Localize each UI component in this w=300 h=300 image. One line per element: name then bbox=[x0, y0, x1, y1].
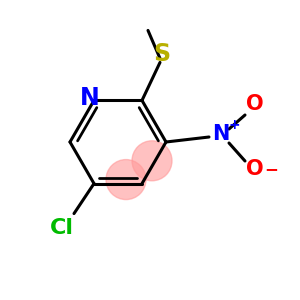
Circle shape bbox=[106, 160, 146, 200]
Text: O: O bbox=[246, 159, 264, 179]
Text: N: N bbox=[80, 86, 100, 110]
Text: −: − bbox=[264, 160, 278, 178]
Text: S: S bbox=[153, 42, 171, 66]
Text: O: O bbox=[246, 94, 264, 114]
Text: Cl: Cl bbox=[50, 218, 74, 238]
Text: +: + bbox=[228, 118, 240, 132]
Circle shape bbox=[132, 141, 172, 181]
Text: N: N bbox=[212, 124, 230, 144]
